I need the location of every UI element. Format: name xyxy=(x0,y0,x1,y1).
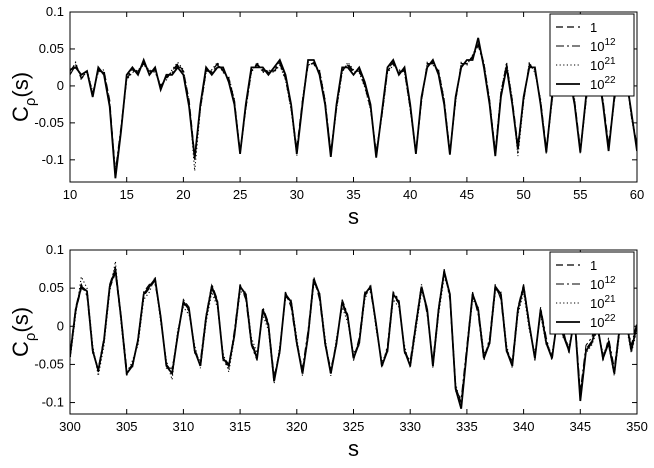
x-tick-label: 10 xyxy=(63,187,77,202)
x-tick-label: 320 xyxy=(286,419,308,434)
x-tick-label: 305 xyxy=(116,419,138,434)
legend-label-1: 1 xyxy=(590,258,597,273)
x-tick-label: 50 xyxy=(516,187,530,202)
x-tick-label: 330 xyxy=(399,419,421,434)
legend: 1 1012 1021 1022 xyxy=(549,251,635,335)
legend-box xyxy=(549,251,635,335)
x-tick-label: 325 xyxy=(343,419,365,434)
legend-label-3: 1021 xyxy=(590,56,616,73)
x-tick-label: 55 xyxy=(573,187,587,202)
y-tick-label: 0.05 xyxy=(39,280,64,295)
y-tick-label: 0.05 xyxy=(39,41,64,56)
chart-panel-1: 10 15 20 25 30 35 40 45 50 55 60 0.1 0.05 0 -0.05 -0.1 s… xyxy=(8,4,644,229)
y-tick-label: 0.1 xyxy=(46,4,64,19)
series-line-4 xyxy=(70,37,637,179)
x-tick-label: 345 xyxy=(569,419,591,434)
x-axis-label: s xyxy=(348,436,359,461)
x-tick-label: 315 xyxy=(229,419,251,434)
y-tick-label: 0.1 xyxy=(46,242,64,257)
x-tick-label: 20 xyxy=(176,187,190,202)
legend-label-3: 1021 xyxy=(590,294,616,311)
x-tick-label: 60 xyxy=(630,187,644,202)
x-tick-label: 300 xyxy=(59,419,81,434)
series-line-4 xyxy=(70,269,637,409)
x-axis-label: s xyxy=(348,204,359,229)
y-tick-label: 0 xyxy=(57,318,64,333)
x-tick-label: 30 xyxy=(290,187,304,202)
legend-label-2: 1012 xyxy=(590,37,616,54)
x-tick-label: 15 xyxy=(119,187,133,202)
legend-label-2: 1012 xyxy=(590,275,616,292)
x-tick-label: 40 xyxy=(403,187,417,202)
y-tick-label: -0.05 xyxy=(34,115,64,130)
legend-label-4: 1022 xyxy=(590,75,616,92)
x-tick-label: 350 xyxy=(626,419,648,434)
y-axis-label: Cρ(s) xyxy=(8,307,39,357)
y-tick-label: 0 xyxy=(57,78,64,93)
x-tick-label: 25 xyxy=(233,187,247,202)
x-tick-label: 340 xyxy=(513,419,535,434)
y-axis-label: Cρ(s) xyxy=(8,72,39,122)
y-tick-label: -0.1 xyxy=(42,395,64,410)
legend: 1 1012 1021 1022 xyxy=(549,13,635,97)
y-tick-label: -0.05 xyxy=(34,356,64,371)
legend-label-1: 1 xyxy=(590,20,597,35)
x-tick-label: 310 xyxy=(173,419,195,434)
x-tick-label: 45 xyxy=(460,187,474,202)
x-tick-label: 335 xyxy=(456,419,478,434)
legend-box xyxy=(549,13,635,97)
y-tick-label: -0.1 xyxy=(42,152,64,167)
chart-panel-2: 300 305 310 315 320 325 330 335 340 345 350 0.1 0.05… xyxy=(8,242,648,461)
legend-label-4: 1022 xyxy=(590,313,616,330)
x-tick-label: 35 xyxy=(346,187,360,202)
